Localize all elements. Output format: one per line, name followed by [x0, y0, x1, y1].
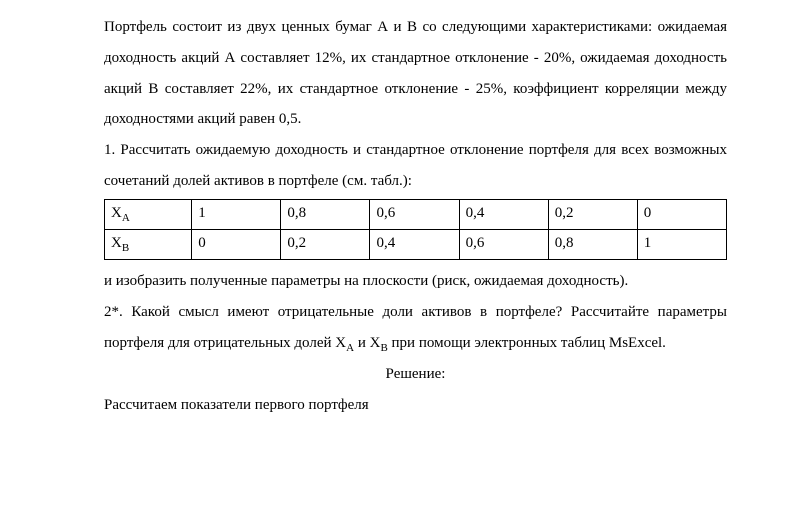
- table-cell: 0,8: [548, 229, 637, 259]
- paragraph-task1: 1. Рассчитать ожидаемую доходность и ста…: [104, 135, 727, 197]
- table-cell: 0,6: [459, 229, 548, 259]
- table-cell: 1: [192, 199, 281, 229]
- row-label-xa: ХА: [105, 199, 192, 229]
- paragraph-intro: Портфель состоит из двух ценных бумаг А …: [104, 12, 727, 135]
- table-cell: 1: [637, 229, 726, 259]
- table-cell: 0,4: [459, 199, 548, 229]
- paragraph-task2: 2*. Какой смысл имеют отрицательные доли…: [104, 297, 727, 359]
- row-label-xb: ХВ: [105, 229, 192, 259]
- table-cell: 0,4: [370, 229, 459, 259]
- table-cell: 0,8: [281, 199, 370, 229]
- table-cell: 0,6: [370, 199, 459, 229]
- table-cell: 0,2: [281, 229, 370, 259]
- table-cell: 0,2: [548, 199, 637, 229]
- table-row: ХА 1 0,8 0,6 0,4 0,2 0: [105, 199, 727, 229]
- table-cell: 0: [192, 229, 281, 259]
- paragraph-task1-cont: и изобразить полученные параметры на пло…: [104, 266, 727, 297]
- data-table: ХА 1 0,8 0,6 0,4 0,2 0 ХВ 0 0,2 0,4 0,6 …: [104, 199, 727, 261]
- solution-heading: Решение:: [104, 359, 727, 390]
- table-row: ХВ 0 0,2 0,4 0,6 0,8 1: [105, 229, 727, 259]
- table-cell: 0: [637, 199, 726, 229]
- paragraph-solution: Рассчитаем показатели первого портфеля: [104, 390, 727, 421]
